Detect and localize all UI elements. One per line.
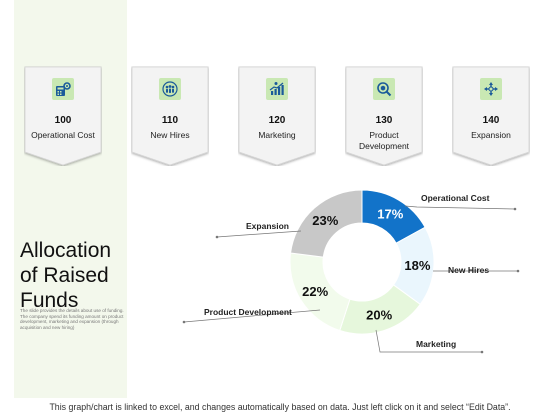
side-panel [14, 0, 127, 398]
category-label: New Hires [448, 265, 489, 275]
expand-arrows-icon [480, 78, 502, 100]
callout-line [183, 309, 321, 323]
card-shape [238, 66, 316, 166]
slice-value-label: 20% [366, 307, 392, 322]
card-value: 120 [268, 115, 286, 126]
card-label: Product Development [358, 130, 410, 151]
slice-value-label: 22% [302, 284, 328, 299]
allocation-card: 120 Marketing [238, 66, 316, 166]
category-label: Operational Cost [421, 193, 490, 203]
callout-line [375, 329, 482, 353]
card-value: 140 [482, 115, 500, 126]
card-label: Operational Cost [31, 130, 95, 140]
card-shape [345, 66, 423, 166]
allocation-card: 130 Product Development [345, 66, 423, 166]
callout-line [216, 230, 302, 238]
magnifier-box-icon [373, 78, 395, 100]
card-value: 130 [375, 115, 393, 126]
card-label: Marketing [258, 130, 296, 140]
callout-dot [182, 320, 186, 324]
footer-note: This graph/chart is linked to excel, and… [49, 402, 511, 412]
callout-line [404, 205, 516, 210]
callout-dot [480, 350, 484, 354]
callout-dot [513, 207, 517, 211]
card-label: New Hires [150, 130, 190, 140]
callout-dot [516, 269, 520, 273]
allocation-card: 100 Operational Cost [24, 66, 102, 166]
card-shape [24, 66, 102, 166]
slice-value-label: 18% [404, 258, 430, 273]
description-text: The slide provides the details about use… [20, 308, 124, 330]
slice-value-label: 17% [377, 207, 403, 222]
callout-dot [215, 235, 219, 239]
title-line: of Raised [20, 264, 109, 287]
card-value: 100 [54, 115, 72, 126]
growth-chart-icon [266, 78, 288, 100]
category-label: Marketing [416, 339, 456, 349]
allocation-card: 110 New Hires [131, 66, 209, 166]
allocation-card: 140 Expansion [452, 66, 530, 166]
title-line: Allocation [20, 239, 112, 262]
slice-value-label: 23% [312, 213, 338, 228]
donut-slice [290, 189, 363, 258]
page-title: Allocation of Raised Funds [20, 238, 111, 313]
card-label: Expansion [471, 130, 511, 140]
category-label: Expansion [246, 221, 289, 231]
card-shape [452, 66, 530, 166]
card-value: 110 [161, 115, 179, 126]
title-line: Funds [20, 289, 79, 312]
category-label: Product Development [204, 307, 292, 317]
team-people-icon [159, 78, 181, 100]
card-shape [131, 66, 209, 166]
calculator-gear-icon [52, 78, 74, 100]
